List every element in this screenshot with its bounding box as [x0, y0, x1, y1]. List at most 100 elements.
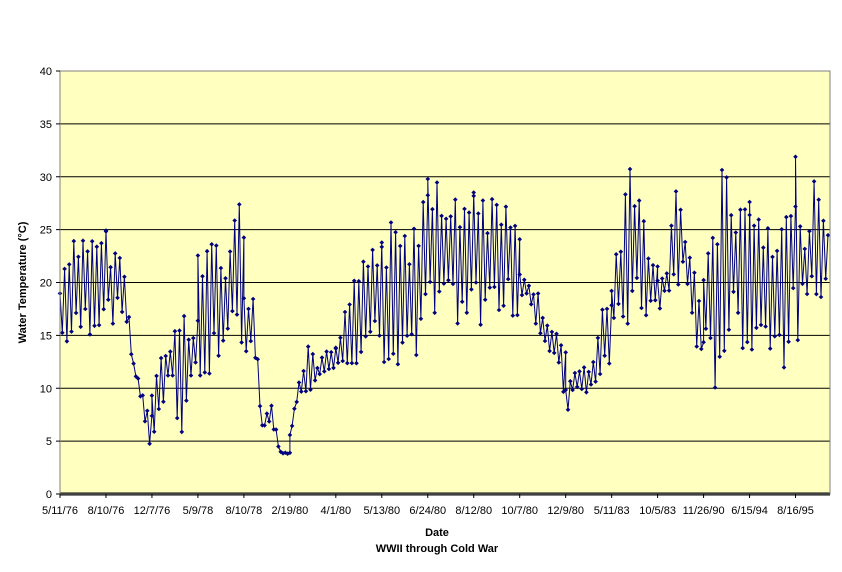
data-point-marker	[738, 207, 743, 212]
data-point-marker	[324, 349, 329, 354]
data-point-marker	[347, 302, 352, 307]
data-point-marker	[747, 199, 752, 205]
data-point-marker	[731, 289, 736, 295]
data-point-marker	[733, 230, 739, 235]
data-point-marker	[740, 345, 745, 351]
data-point-marker	[687, 255, 693, 260]
data-point-marker	[634, 275, 640, 281]
data-point-marker	[471, 193, 476, 199]
data-point-marker	[253, 355, 258, 361]
data-point-marker	[643, 312, 649, 318]
data-point-marker	[374, 263, 380, 268]
data-point-marker	[650, 262, 656, 268]
temperature-series	[57, 154, 831, 456]
data-point-marker	[312, 378, 318, 383]
data-point-marker	[457, 224, 463, 230]
x-axis-subtitle: WWII through Cold War	[376, 543, 499, 555]
data-point-marker	[292, 406, 297, 411]
data-point-marker	[354, 360, 359, 366]
data-point-marker	[276, 444, 281, 449]
data-point-marker	[758, 322, 764, 328]
data-point-marker	[455, 321, 460, 326]
data-point-marker	[264, 411, 270, 416]
data-point-marker	[241, 296, 247, 301]
data-point-marker	[319, 355, 325, 360]
data-point-marker	[572, 370, 578, 376]
data-point-marker	[669, 223, 674, 228]
data-point-marker	[443, 216, 449, 222]
data-point-marker	[549, 329, 555, 335]
data-point-marker	[195, 253, 201, 258]
data-point-marker	[269, 403, 274, 408]
y-tick-label: 0	[46, 489, 52, 501]
data-point-marker	[379, 240, 385, 245]
data-point-marker	[450, 281, 456, 287]
data-point-marker	[96, 322, 102, 328]
data-point-marker	[338, 335, 343, 340]
data-point-marker	[119, 309, 125, 315]
data-point-marker	[655, 264, 660, 269]
data-point-marker	[117, 255, 123, 261]
data-point-marker	[565, 407, 571, 412]
data-point-marker	[478, 322, 483, 327]
data-point-marker	[751, 223, 757, 228]
data-point-marker	[512, 223, 518, 229]
y-tick-label: 30	[40, 172, 52, 184]
data-point-marker	[499, 222, 504, 227]
data-point-marker	[726, 327, 732, 332]
data-point-marker	[480, 198, 486, 203]
data-point-marker	[800, 281, 805, 287]
data-point-marker	[69, 329, 74, 334]
data-point-marker	[379, 244, 385, 250]
data-point-marker	[351, 278, 357, 284]
data-point-marker	[538, 330, 543, 336]
data-point-marker	[749, 347, 755, 352]
data-point-marker	[781, 365, 787, 370]
data-point-marker	[420, 199, 426, 205]
data-point-marker	[701, 339, 706, 345]
x-tick-label: 8/10/76	[88, 505, 125, 517]
data-point-marker	[181, 313, 187, 319]
data-point-marker	[754, 325, 759, 331]
data-point-marker	[172, 328, 178, 334]
data-point-marker	[331, 365, 336, 371]
x-tick-label: 10/5/83	[639, 505, 676, 517]
data-point-marker	[388, 220, 394, 225]
data-point-marker	[361, 259, 366, 264]
data-point-marker	[558, 343, 564, 348]
data-point-marker	[528, 302, 534, 307]
data-point-marker	[657, 306, 663, 311]
data-point-marker	[522, 277, 527, 283]
data-point-marker	[823, 276, 828, 281]
data-point-marker	[659, 276, 665, 281]
data-point-marker	[821, 218, 826, 224]
data-point-marker	[597, 371, 603, 377]
data-point-marker	[414, 352, 419, 358]
data-point-marker	[397, 243, 403, 249]
data-point-marker	[816, 197, 821, 202]
data-point-marker	[630, 288, 635, 294]
data-point-marker	[345, 360, 350, 366]
data-point-marker	[335, 360, 341, 366]
data-point-marker	[85, 249, 90, 254]
data-point-marker	[165, 373, 171, 378]
data-point-marker	[526, 283, 532, 289]
data-point-marker	[250, 296, 256, 302]
data-point-marker	[742, 207, 748, 212]
data-point-marker	[262, 423, 267, 428]
data-point-marker	[273, 427, 279, 432]
data-point-marker	[112, 251, 118, 256]
data-point-marker	[533, 321, 539, 326]
data-point-marker	[395, 361, 401, 367]
data-point-marker	[487, 285, 493, 290]
data-point-marker	[135, 376, 141, 381]
data-point-marker	[409, 331, 414, 337]
data-point-marker	[464, 310, 470, 315]
data-point-marker	[777, 332, 782, 338]
data-point-marker	[604, 306, 610, 312]
data-point-marker	[156, 406, 162, 412]
data-point-marker	[804, 291, 810, 297]
data-point-marker	[611, 315, 617, 321]
data-point-marker	[195, 318, 201, 323]
data-point-marker	[508, 225, 513, 230]
